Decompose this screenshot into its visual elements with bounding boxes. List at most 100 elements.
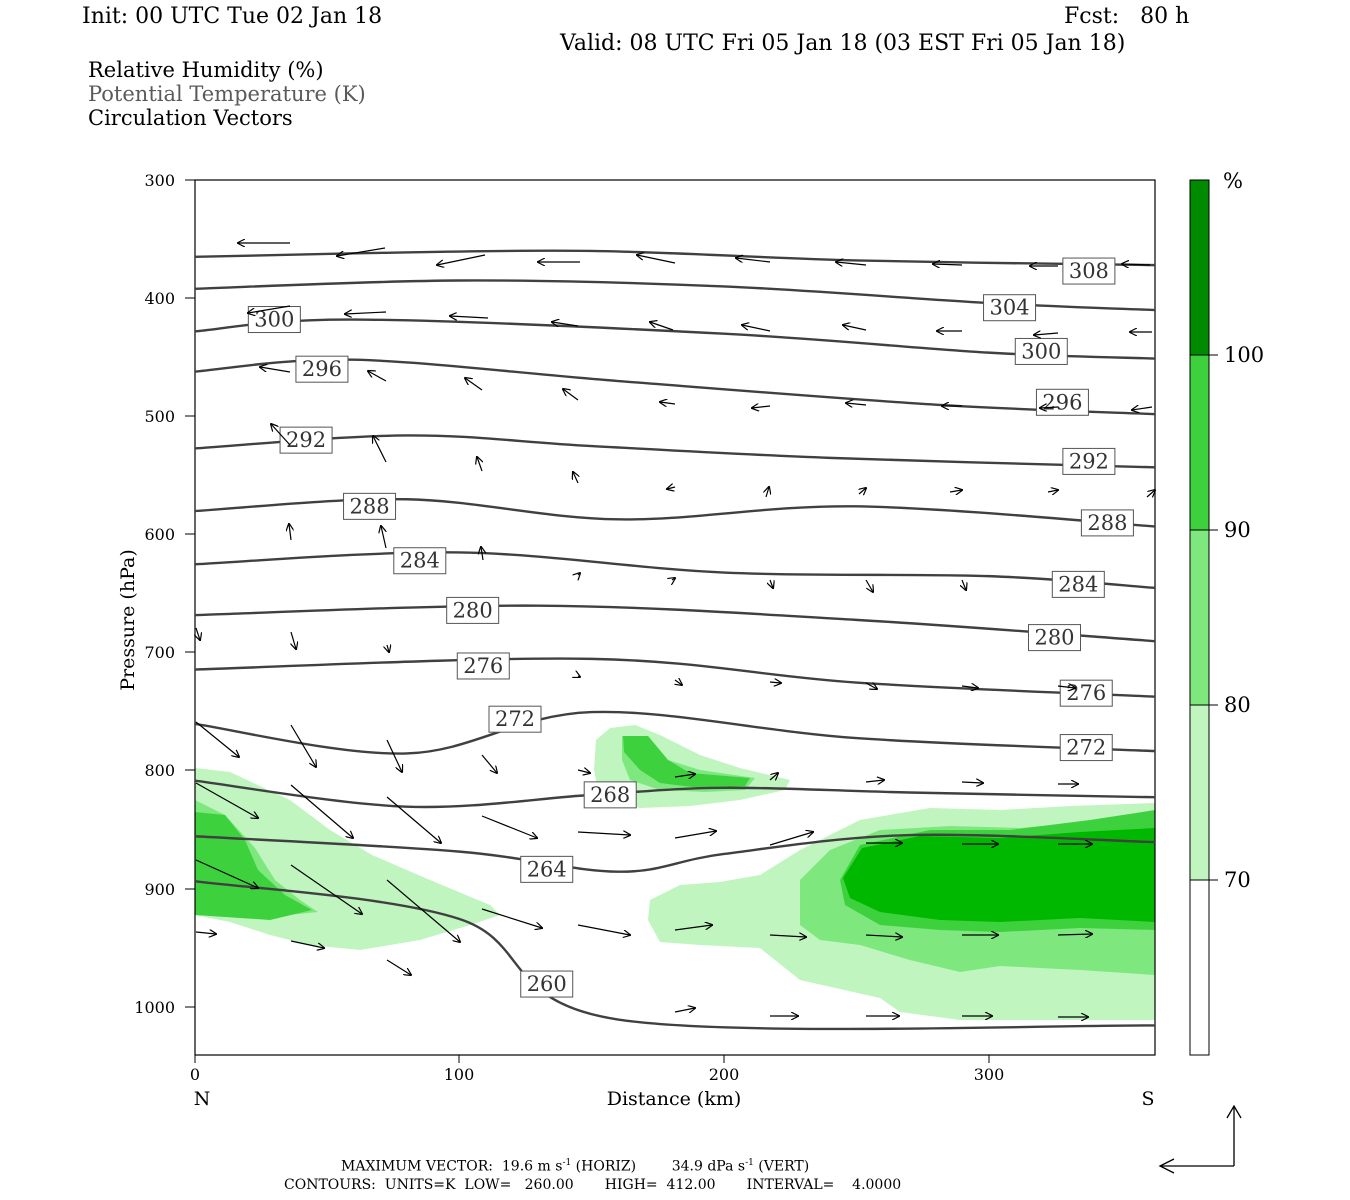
contour-label-box: [583, 781, 637, 809]
theta-contour-300: [195, 318, 1155, 360]
vector: [865, 683, 877, 689]
vector: [1040, 407, 1059, 408]
vector: [373, 436, 387, 463]
vector: [742, 325, 771, 332]
theta-contour-272: [195, 710, 1155, 755]
contour-label-box: [1014, 337, 1068, 365]
x-tick-labels: 0 100 200 300: [190, 1065, 1004, 1084]
vector: [769, 935, 806, 937]
vector: [578, 676, 580, 677]
vector: [481, 815, 537, 838]
contour-label-box: [983, 294, 1037, 322]
vector: [481, 908, 542, 928]
contour-info: CONTOURS: UNITS=K LOW= 260.00 HIGH= 412.…: [284, 1177, 902, 1193]
contour-label: 272: [1066, 736, 1106, 760]
vector: [386, 959, 411, 975]
x-tick-label: 300: [974, 1065, 1005, 1084]
vector: [386, 796, 441, 843]
theta-contour-280: [195, 604, 1155, 643]
theta-contour-308: [195, 249, 1155, 267]
vector: [577, 832, 630, 835]
contour-label-box: [446, 596, 500, 624]
vector: [1146, 490, 1155, 497]
contour-label-box: [1059, 734, 1113, 762]
vector: [552, 322, 579, 326]
vector: [865, 935, 902, 937]
rh-shading: [195, 725, 1155, 1020]
x-axis-label: Distance (km): [607, 1088, 742, 1110]
vector: [260, 367, 291, 373]
vector: [836, 262, 867, 265]
y-tick-label: 700: [144, 643, 175, 662]
vector: [660, 402, 676, 404]
vector: [674, 774, 695, 777]
y-tick-label: 500: [144, 407, 175, 426]
contour-label: 308: [1069, 259, 1109, 283]
legend-rh: Relative Humidity (%): [88, 58, 324, 82]
vector: [769, 832, 813, 846]
vector: [337, 247, 386, 256]
vector: [195, 932, 216, 934]
contour-label: 292: [1069, 449, 1109, 473]
rh-colorbar: [1189, 179, 1218, 1056]
contour-label: 300: [254, 308, 294, 332]
contour-label: 280: [453, 598, 493, 622]
y-tick-label: 900: [144, 880, 175, 899]
contour-label: 296: [1042, 390, 1082, 414]
colorbar-label: 80: [1224, 693, 1251, 717]
theta-contour-labels: 308 304 300 300 296 296 292 292 288 288 284 284 280 2…: [247, 257, 1134, 998]
vector: [290, 864, 362, 914]
colorbar-80: [1189, 529, 1210, 706]
valid-time: Valid: 08 UTC Fri 05 Jan 18 (03 EST Fri …: [560, 31, 1126, 56]
y-axis: [185, 179, 195, 1008]
colorbar-label: 100: [1224, 343, 1264, 367]
vector: [387, 645, 389, 652]
contour-label: 260: [527, 972, 567, 996]
forecast-hour: Fcst: 80 h: [1064, 4, 1190, 29]
contour-label: 276: [1066, 681, 1106, 705]
contour-label: 288: [349, 494, 389, 518]
north-end-label: N: [194, 1088, 211, 1110]
contour-label-box: [1028, 624, 1082, 652]
vector: [291, 631, 296, 649]
vector: [290, 940, 324, 948]
colorbar-unit: %: [1223, 169, 1243, 193]
y-axis-label: Pressure (hPa): [117, 549, 139, 691]
theta-contour-288: [195, 497, 1155, 528]
contour-label-box: [1051, 570, 1105, 598]
vector: [1132, 407, 1153, 410]
contour-label-box: [279, 426, 333, 454]
y-tick-label: 800: [144, 761, 175, 780]
colorbar-90: [1189, 354, 1210, 531]
contour-label: 272: [495, 707, 535, 731]
vector: [752, 406, 771, 408]
contour-label: 276: [463, 654, 503, 678]
vector: [381, 526, 387, 549]
vector: [578, 573, 580, 575]
x-tick-label: 100: [444, 1065, 475, 1084]
vector: [770, 579, 773, 588]
vector: [1047, 490, 1058, 492]
vector: [962, 579, 966, 590]
y-tick-label: 400: [144, 289, 175, 308]
vector: [248, 305, 291, 313]
vector: [195, 782, 258, 818]
vector: [674, 925, 712, 931]
south-end-label: S: [1141, 1088, 1154, 1110]
colorbar-labels: % 100 90 80 70: [1223, 169, 1264, 892]
vector: [846, 403, 867, 405]
y-tick-label: 1000: [134, 998, 175, 1017]
y-tick-label: 600: [144, 525, 175, 544]
rh-100-area-right: [843, 828, 1155, 922]
theta-contour-276: [195, 657, 1155, 698]
max-vector-info: MAXIMUM VECTOR: 19.6 m s-1 (HORIZ) 34.9 …: [341, 1158, 810, 1175]
vector: [1057, 686, 1075, 688]
vector: [386, 739, 402, 772]
vector: [736, 258, 771, 262]
vector: [672, 578, 675, 580]
theta-contour-268: [195, 779, 1155, 809]
contour-label-box: [520, 855, 574, 883]
contour-label-box: [520, 970, 574, 998]
vector: [573, 472, 578, 484]
